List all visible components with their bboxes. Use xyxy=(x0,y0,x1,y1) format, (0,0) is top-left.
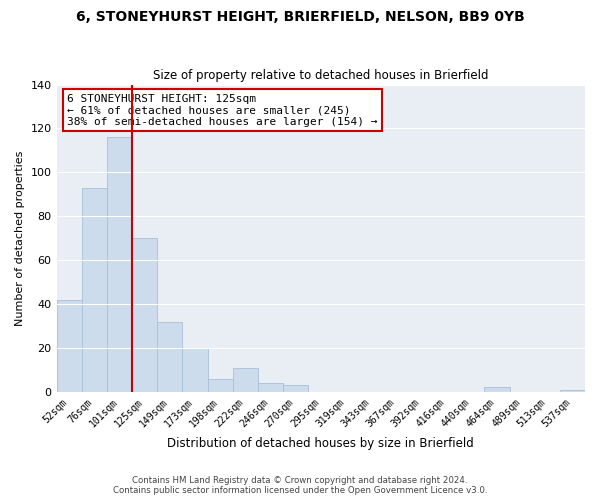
Bar xyxy=(283,385,308,392)
Bar xyxy=(208,378,233,392)
Bar xyxy=(182,348,208,392)
Title: Size of property relative to detached houses in Brierfield: Size of property relative to detached ho… xyxy=(153,69,488,82)
Bar xyxy=(82,188,107,392)
Bar xyxy=(132,238,157,392)
Bar xyxy=(157,322,182,392)
Text: Contains HM Land Registry data © Crown copyright and database right 2024.
Contai: Contains HM Land Registry data © Crown c… xyxy=(113,476,487,495)
Bar xyxy=(233,368,258,392)
Bar xyxy=(560,390,585,392)
X-axis label: Distribution of detached houses by size in Brierfield: Distribution of detached houses by size … xyxy=(167,437,474,450)
Text: 6 STONEYHURST HEIGHT: 125sqm
← 61% of detached houses are smaller (245)
38% of s: 6 STONEYHURST HEIGHT: 125sqm ← 61% of de… xyxy=(67,94,377,127)
Y-axis label: Number of detached properties: Number of detached properties xyxy=(15,150,25,326)
Bar xyxy=(56,300,82,392)
Text: 6, STONEYHURST HEIGHT, BRIERFIELD, NELSON, BB9 0YB: 6, STONEYHURST HEIGHT, BRIERFIELD, NELSO… xyxy=(76,10,524,24)
Bar xyxy=(107,137,132,392)
Bar xyxy=(484,388,509,392)
Bar xyxy=(258,383,283,392)
